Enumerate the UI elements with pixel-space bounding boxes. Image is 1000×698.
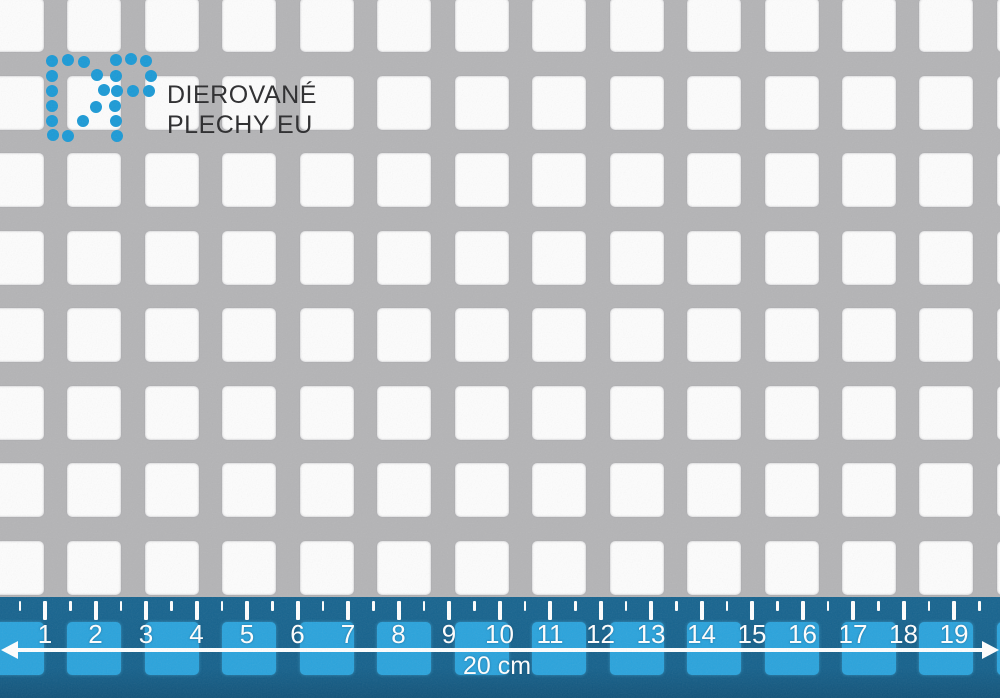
ruler-tick-major [144, 601, 148, 620]
ruler-length-label: 20 cm [462, 652, 532, 680]
logo-dot [110, 115, 122, 127]
ruler-tick-major [699, 601, 704, 620]
ruler-bar: 1 2 3 4 5 6 7 8 9 10 11 12 13 14 15 16 17 18 19 20 cm [0, 597, 1000, 698]
ruler-tick-minor [422, 601, 425, 611]
logo-dot [78, 56, 90, 68]
brand-name: DIEROVANÉ PLECHY EU [167, 80, 317, 140]
logo-dot [77, 115, 89, 127]
logo-dot [127, 85, 139, 97]
ruler-tick-minor [978, 601, 981, 611]
logo-dot [46, 115, 58, 127]
logo-dot [46, 55, 58, 67]
logo-dot [111, 130, 123, 142]
ruler-tick-minor [271, 601, 274, 611]
logo-dot [110, 70, 122, 82]
ruler-tick-minor [523, 601, 526, 611]
ruler-tick-major [346, 601, 350, 620]
ruler-tick-major [245, 601, 249, 620]
logo-dot [47, 129, 59, 141]
logo-dot [140, 55, 152, 67]
arrow-left-icon [1, 641, 18, 659]
logo-dot [62, 130, 74, 142]
ruler-tick-major [851, 601, 855, 620]
arrow-right-icon [982, 641, 999, 659]
ruler-tick-minor [574, 601, 577, 611]
ruler-tick-major [649, 601, 653, 620]
ruler-tick-minor [170, 601, 173, 611]
ruler-tick-minor [473, 601, 476, 611]
ruler-tick-major [43, 601, 47, 620]
logo-dot [109, 100, 121, 112]
ruler-tick-minor [119, 601, 122, 611]
logo-dot [46, 70, 58, 82]
ruler-tick-minor [69, 601, 72, 611]
ruler-tick-major [598, 601, 603, 620]
logo-dot [62, 54, 74, 66]
ruler-tick-minor [18, 601, 21, 611]
logo-dot [111, 85, 123, 97]
ruler-tick-minor [725, 601, 728, 611]
ruler-tick-minor [927, 601, 930, 611]
ruler-tick-major [93, 601, 98, 620]
ruler-tick-major [497, 601, 502, 620]
ruler-tick-minor [877, 601, 880, 611]
ruler-tick-minor [776, 601, 779, 611]
ruler-tick-minor [372, 601, 375, 611]
ruler-tick-major [750, 601, 754, 620]
ruler-tick-major [295, 601, 300, 620]
ruler-tick-minor [675, 601, 678, 611]
logo-dot [46, 85, 58, 97]
logo-dot [98, 84, 110, 96]
logo-dot [143, 85, 155, 97]
ruler-tick-major [800, 601, 805, 620]
ruler-number: 19 [939, 619, 969, 649]
logo-dot [145, 70, 157, 82]
ruler-tick-major [396, 601, 401, 620]
ruler-tick-major [194, 601, 199, 620]
ruler-tick-major [952, 601, 956, 620]
logo-dot [46, 100, 58, 112]
brand-line-2: PLECHY EU [167, 111, 313, 139]
logo-dot [91, 69, 103, 81]
logo-dot [125, 53, 137, 65]
logo-dot [90, 101, 102, 113]
brand-line-1: DIEROVANÉ [167, 81, 317, 109]
ruler-tick-major [901, 601, 906, 620]
ruler-tick-major [447, 601, 451, 620]
ruler-tick-minor [624, 601, 627, 611]
ruler-tick-minor [220, 601, 223, 611]
ruler-tick-minor [321, 601, 324, 611]
ruler-tick-major [548, 601, 552, 620]
ruler-tick-minor [826, 601, 829, 611]
logo-dot [110, 54, 122, 66]
